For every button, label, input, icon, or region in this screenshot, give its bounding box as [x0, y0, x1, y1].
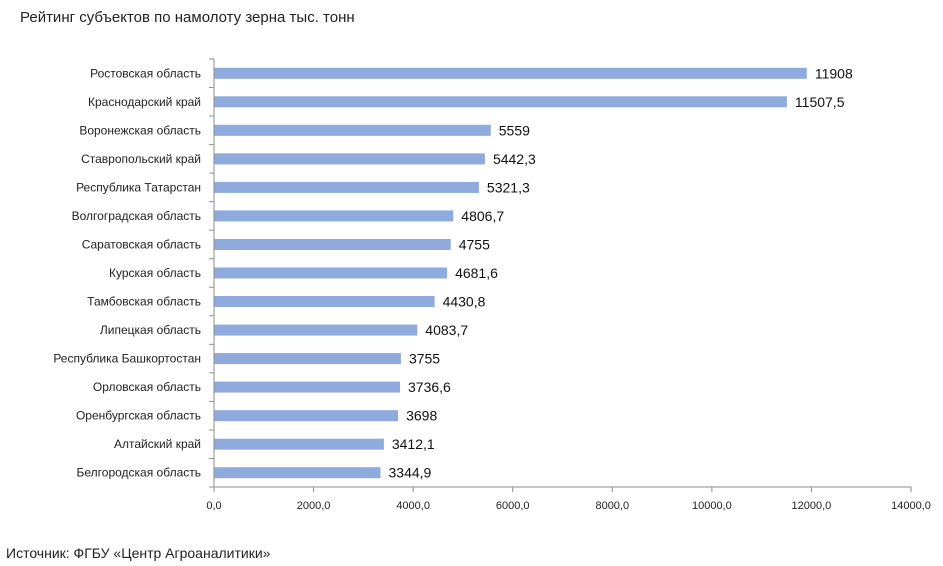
data-label: 3698 — [406, 408, 437, 424]
bar — [214, 153, 485, 165]
data-label: 4430,8 — [443, 294, 486, 310]
bar — [214, 124, 491, 136]
bar — [214, 410, 399, 422]
data-label: 3344,9 — [389, 465, 432, 481]
category-labels: Ростовская область Краснодарский край Воро… — [53, 66, 201, 479]
x-tick-label: 10000,0 — [692, 500, 732, 512]
data-label: 4083,7 — [425, 322, 468, 338]
category-label: Липецкая область — [100, 323, 201, 337]
data-label: 11507,5 — [795, 94, 845, 110]
bar — [214, 210, 454, 222]
data-label: 4755 — [459, 236, 490, 252]
data-label: 4806,7 — [461, 208, 504, 224]
x-tick-label: 4000,0 — [396, 500, 430, 512]
bar — [214, 353, 401, 365]
bar — [214, 267, 448, 279]
x-tick-label: 14000,0 — [891, 500, 931, 512]
category-label: Волгоградская область — [72, 209, 201, 223]
x-tick-label: 2000,0 — [297, 500, 331, 512]
bar — [214, 67, 807, 79]
x-tick-label: 12000,0 — [792, 500, 832, 512]
category-label: Орловская область — [93, 380, 201, 394]
category-label: Алтайский край — [114, 437, 201, 451]
category-label: Республика Башкортостан — [53, 352, 201, 366]
bar — [214, 467, 381, 479]
bar — [214, 239, 451, 250]
category-label: Республика Татарстан — [76, 180, 201, 194]
x-axis: 0,0 2000,0 4000,0 6000,0 8000,0 10000,0 12000,… — [206, 58, 931, 512]
bar — [214, 381, 400, 393]
x-tick-label: 8000,0 — [595, 500, 629, 512]
data-label: 3755 — [409, 351, 440, 367]
category-label: Краснодарский край — [88, 95, 201, 109]
category-label: Белгородская область — [77, 466, 201, 480]
category-label: Ростовская область — [90, 66, 201, 80]
bar-chart: 0,0 2000,0 4000,0 6000,0 8000,0 10000,0 12000,… — [53, 58, 931, 512]
data-label: 11908 — [815, 65, 853, 81]
x-tick-label: 6000,0 — [496, 500, 530, 512]
bar — [214, 181, 479, 193]
data-label: 4681,6 — [455, 265, 498, 281]
category-label: Ставропольский край — [81, 152, 201, 166]
data-label: 5321,3 — [487, 179, 530, 195]
category-label: Тамбовская область — [87, 295, 201, 309]
data-label: 3736,6 — [408, 379, 451, 395]
chart-title: Рейтинг субъектов по намолоту зерна тыс.… — [20, 9, 355, 26]
data-label: 5442,3 — [493, 151, 536, 167]
category-label: Курская область — [109, 266, 201, 280]
bar — [214, 96, 787, 108]
source-note: Источник: ФГБУ «Центр Агроаналитики» — [6, 545, 271, 561]
data-label: 5559 — [499, 122, 530, 138]
bar — [214, 324, 418, 336]
data-label: 3412,1 — [392, 436, 435, 452]
value-labels: 11908 11507,5 5559 5442,3 5321,3 4806,7 4755 46… — [389, 65, 853, 480]
category-label: Саратовская область — [82, 237, 201, 251]
category-label: Воронежская область — [79, 123, 201, 137]
category-label: Оренбургская область — [76, 409, 201, 423]
bars-group — [214, 67, 807, 479]
bar — [214, 296, 435, 307]
x-tick-label: 0,0 — [206, 500, 221, 512]
bar — [214, 438, 384, 450]
